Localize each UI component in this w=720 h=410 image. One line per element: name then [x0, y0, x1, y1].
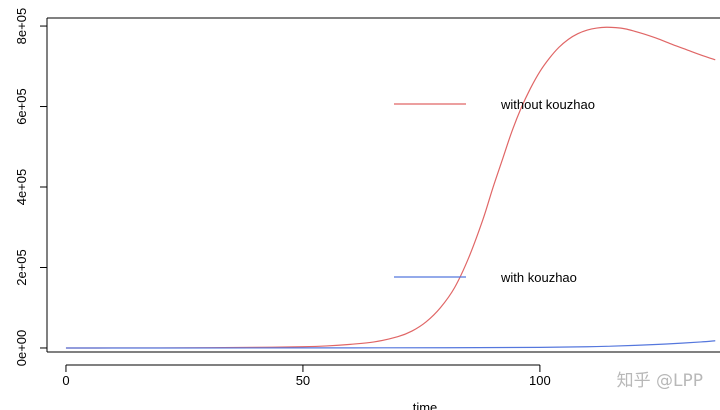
y-tick-label: 4e+05 [14, 169, 29, 206]
x-tick-label: 0 [62, 373, 69, 388]
series-line-without-kouzhao [65, 26, 716, 349]
y-axis: 0e+00 2e+05 4e+05 6e+05 8e+05 [14, 8, 47, 366]
plot-frame [46, 17, 720, 353]
y-tick-label: 2e+05 [14, 249, 29, 286]
legend-label-without-kouzhao: without kouzhao [500, 97, 595, 112]
x-axis: 0 50 100 [62, 364, 551, 388]
y-tick-label: 6e+05 [14, 88, 29, 125]
legend-label-with-kouzhao: with kouzhao [500, 270, 577, 285]
series-line-with-kouzhao [65, 340, 716, 349]
y-tick-label: 0e+00 [14, 330, 29, 367]
x-tick-label: 50 [296, 373, 310, 388]
watermark: 知乎 @LPP [617, 371, 703, 391]
x-axis-title: time [413, 400, 438, 410]
legend: without kouzhao with kouzhao [394, 97, 595, 285]
series-lines [65, 26, 716, 349]
y-tick-label: 8e+05 [14, 8, 29, 45]
x-tick-label: 100 [529, 373, 551, 388]
